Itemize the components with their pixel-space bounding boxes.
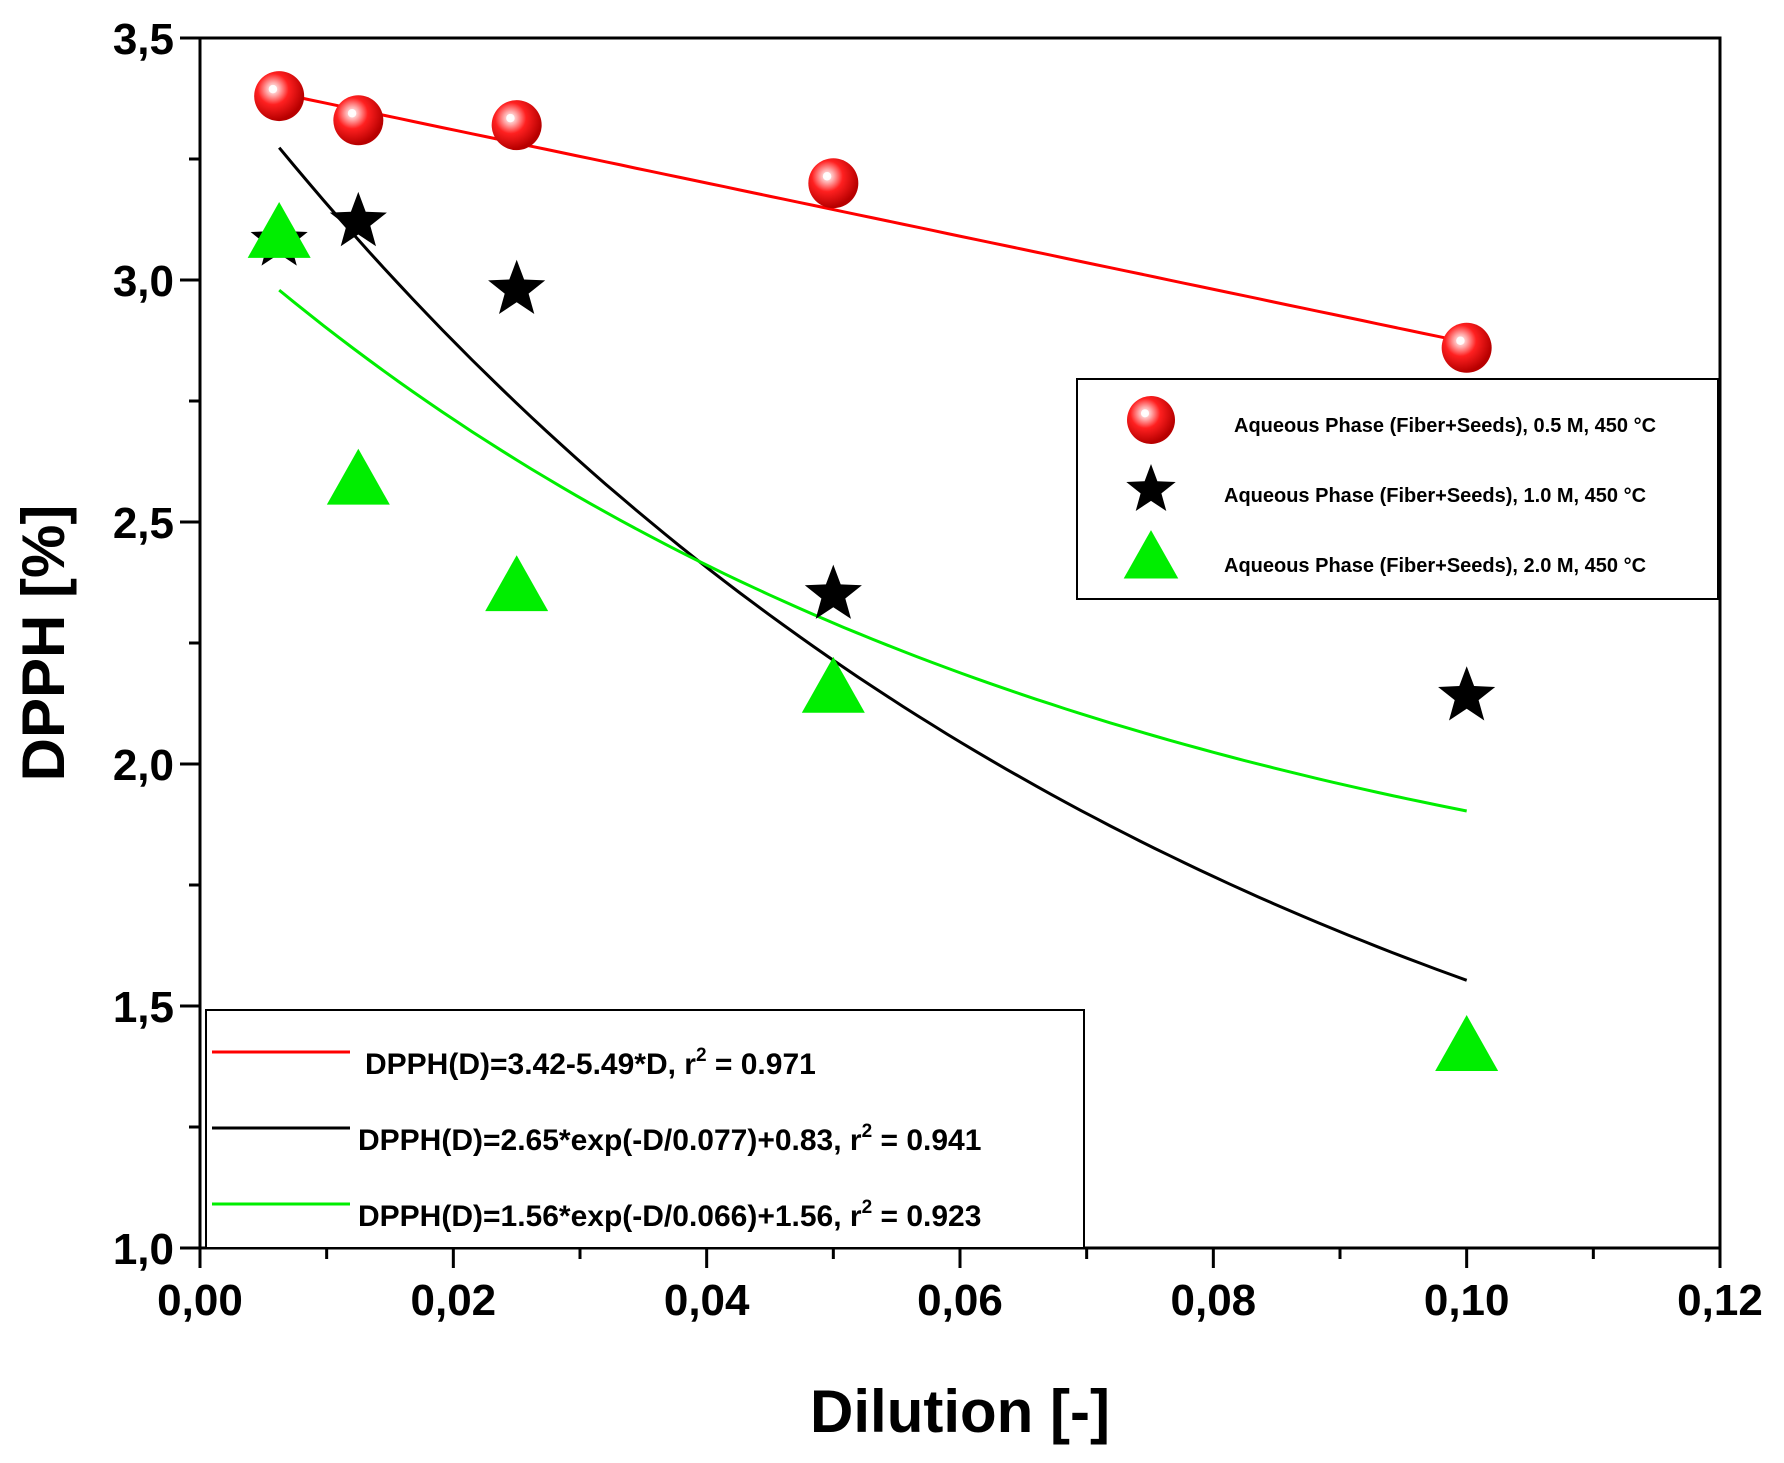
x-tick-label: 0,08 — [1171, 1276, 1257, 1325]
data-point-series-1-body — [1441, 322, 1492, 373]
legend-label-series-2: Aqueous Phase (Fiber+Seeds), 1.0 M, 450 … — [1224, 485, 1646, 507]
fit-equation: DPPH(D)=3.42-5.49*D, r — [365, 1048, 696, 1081]
series-legend-box — [1076, 378, 1719, 600]
fit-r-squared-exponent: 2 — [862, 1197, 873, 1218]
y-tick-label: 1,5 — [113, 983, 174, 1032]
x-tick-label: 0,06 — [917, 1276, 1003, 1325]
legend-marker-series-1-body — [1127, 396, 1175, 444]
data-point-series-1 — [491, 100, 542, 151]
fit-curve-series-1 — [278, 91, 1468, 344]
fit-r-squared-value: = 0.941 — [872, 1124, 981, 1157]
series-legend: Aqueous Phase (Fiber+Seeds), 0.5 M, 450 … — [1076, 378, 1719, 600]
x-axis-title: Dilution [-] — [810, 1378, 1110, 1445]
fit-r-squared-exponent: 2 — [696, 1045, 707, 1066]
data-point-series-1-body — [808, 158, 859, 209]
x-tick-label: 0,04 — [664, 1276, 750, 1325]
data-point-series-1-body — [491, 100, 542, 151]
data-point-series-1-body — [254, 71, 305, 122]
fit-legend-label-series-3: DPPH(D)=1.56*exp(-D/0.066)+1.56, r2 = 0.… — [358, 1197, 981, 1233]
x-tick-label: 0,00 — [157, 1276, 243, 1325]
axis-tick-labels: 0,00 0,02 0,04 0,06 0,08 0,10 0,12 1,0 1,5 2,0 2,5… — [113, 15, 1763, 1325]
y-tick-label: 2,5 — [113, 499, 174, 548]
fit-curves — [278, 91, 1468, 982]
data-point-series-1-highlight — [822, 171, 832, 181]
data-point-series-2 — [329, 191, 387, 247]
data-point-series-3 — [247, 201, 311, 258]
fit-legend-label-series-1: DPPH(D)=3.42-5.49*D, r2 = 0.971 — [365, 1045, 816, 1081]
y-axis-title: DPPH [%] — [10, 505, 77, 782]
data-point-series-1-highlight — [268, 84, 278, 94]
fit-curve-series-3 — [278, 288, 1467, 813]
fit-legend: DPPH(D)=3.42-5.49*D, r2 = 0.971DPPH(D)=2… — [205, 1009, 1085, 1249]
data-point-series-2 — [1438, 666, 1496, 721]
legend-marker-series-3 — [1123, 530, 1179, 579]
data-point-series-3 — [326, 448, 390, 505]
axis-ticks — [180, 36, 1722, 1268]
fit-r-squared-value: = 0.971 — [707, 1048, 816, 1081]
legend-marker-series-1-highlight — [1140, 409, 1150, 418]
fit-legend-label-series-2: DPPH(D)=2.65*exp(-D/0.077)+0.83, r2 = 0.… — [358, 1121, 981, 1157]
data-point-series-3 — [1435, 1015, 1499, 1071]
y-tick-label: 3,0 — [113, 257, 174, 306]
data-point-series-2 — [804, 564, 862, 619]
legend-label-series-3: Aqueous Phase (Fiber+Seeds), 2.0 M, 450 … — [1224, 555, 1646, 577]
x-tick-label: 0,10 — [1424, 1276, 1510, 1325]
data-point-series-1-body — [333, 95, 384, 146]
fit-curve-series-2 — [278, 146, 1468, 982]
data-point-series-1 — [254, 71, 305, 122]
data-point-series-3 — [485, 555, 549, 612]
y-tick-label: 3,5 — [113, 15, 174, 64]
legend-marker-series-2 — [1126, 464, 1176, 511]
legend-marker-series-1 — [1127, 396, 1175, 444]
data-point-series-3 — [801, 656, 865, 713]
data-point-series-2 — [488, 259, 546, 314]
data-point-series-1-highlight — [1456, 336, 1465, 346]
fit-equation: DPPH(D)=1.56*exp(-D/0.066)+1.56, r — [358, 1200, 862, 1233]
fit-equation: DPPH(D)=2.65*exp(-D/0.077)+0.83, r — [358, 1124, 862, 1157]
y-tick-label: 1,0 — [113, 1225, 174, 1274]
y-tick-label: 2,0 — [113, 741, 174, 790]
data-point-series-1 — [333, 95, 384, 146]
data-point-series-1-highlight — [347, 109, 357, 118]
legend-label-series-1: Aqueous Phase (Fiber+Seeds), 0.5 M, 450 … — [1234, 415, 1656, 437]
fit-legend-box — [205, 1009, 1085, 1249]
x-tick-label: 0,02 — [411, 1276, 497, 1325]
data-point-series-1-highlight — [506, 113, 515, 123]
x-tick-label: 0,12 — [1677, 1276, 1763, 1325]
fit-r-squared-value: = 0.923 — [872, 1200, 981, 1233]
data-point-series-1 — [1441, 322, 1492, 373]
fit-r-squared-exponent: 2 — [862, 1121, 873, 1142]
data-points — [247, 71, 1499, 1071]
data-point-series-1 — [808, 158, 859, 209]
